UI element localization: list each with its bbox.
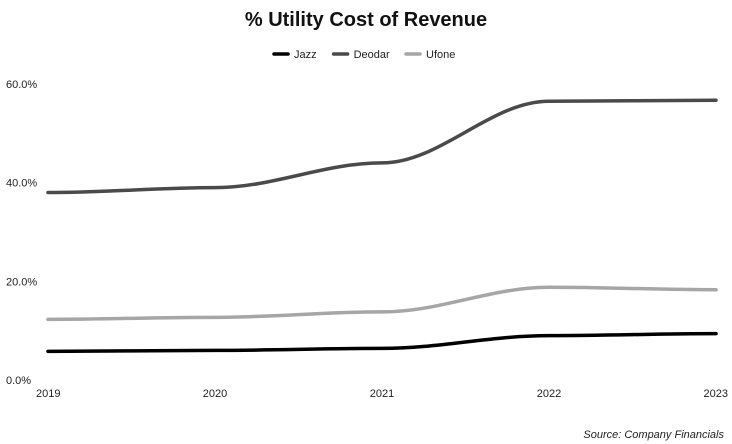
legend-label-deodar: Deodar	[354, 49, 390, 61]
x-tick-label: 2022	[537, 388, 561, 400]
series-line-jazz	[46, 331, 718, 354]
legend: Jazz Deodar Ufone	[272, 49, 455, 61]
x-tick-label: 2020	[203, 388, 227, 400]
series-line-deodar	[46, 98, 718, 195]
legend-label-ufone: Ufone	[426, 49, 455, 61]
y-axis-ticks: 0.0% 20.0% 40.0% 60.0%	[6, 79, 37, 387]
y-tick-label: 60.0%	[6, 79, 37, 91]
y-tick-label: 0.0%	[6, 375, 31, 387]
series-line-ufone	[46, 285, 718, 322]
x-tick-label: 2021	[370, 388, 394, 400]
x-tick-label: 2019	[36, 388, 60, 400]
y-tick-label: 40.0%	[6, 178, 37, 190]
chart-title: % Utility Cost of Revenue	[245, 9, 487, 31]
legend-label-jazz: Jazz	[294, 49, 317, 61]
y-tick-label: 20.0%	[6, 276, 37, 288]
x-tick-label: 2023	[704, 388, 728, 400]
x-axis-ticks: 2019 2020 2021 2022 2023	[36, 388, 728, 400]
source-note: Source: Company Financials	[583, 429, 724, 441]
series-lines	[46, 98, 718, 354]
